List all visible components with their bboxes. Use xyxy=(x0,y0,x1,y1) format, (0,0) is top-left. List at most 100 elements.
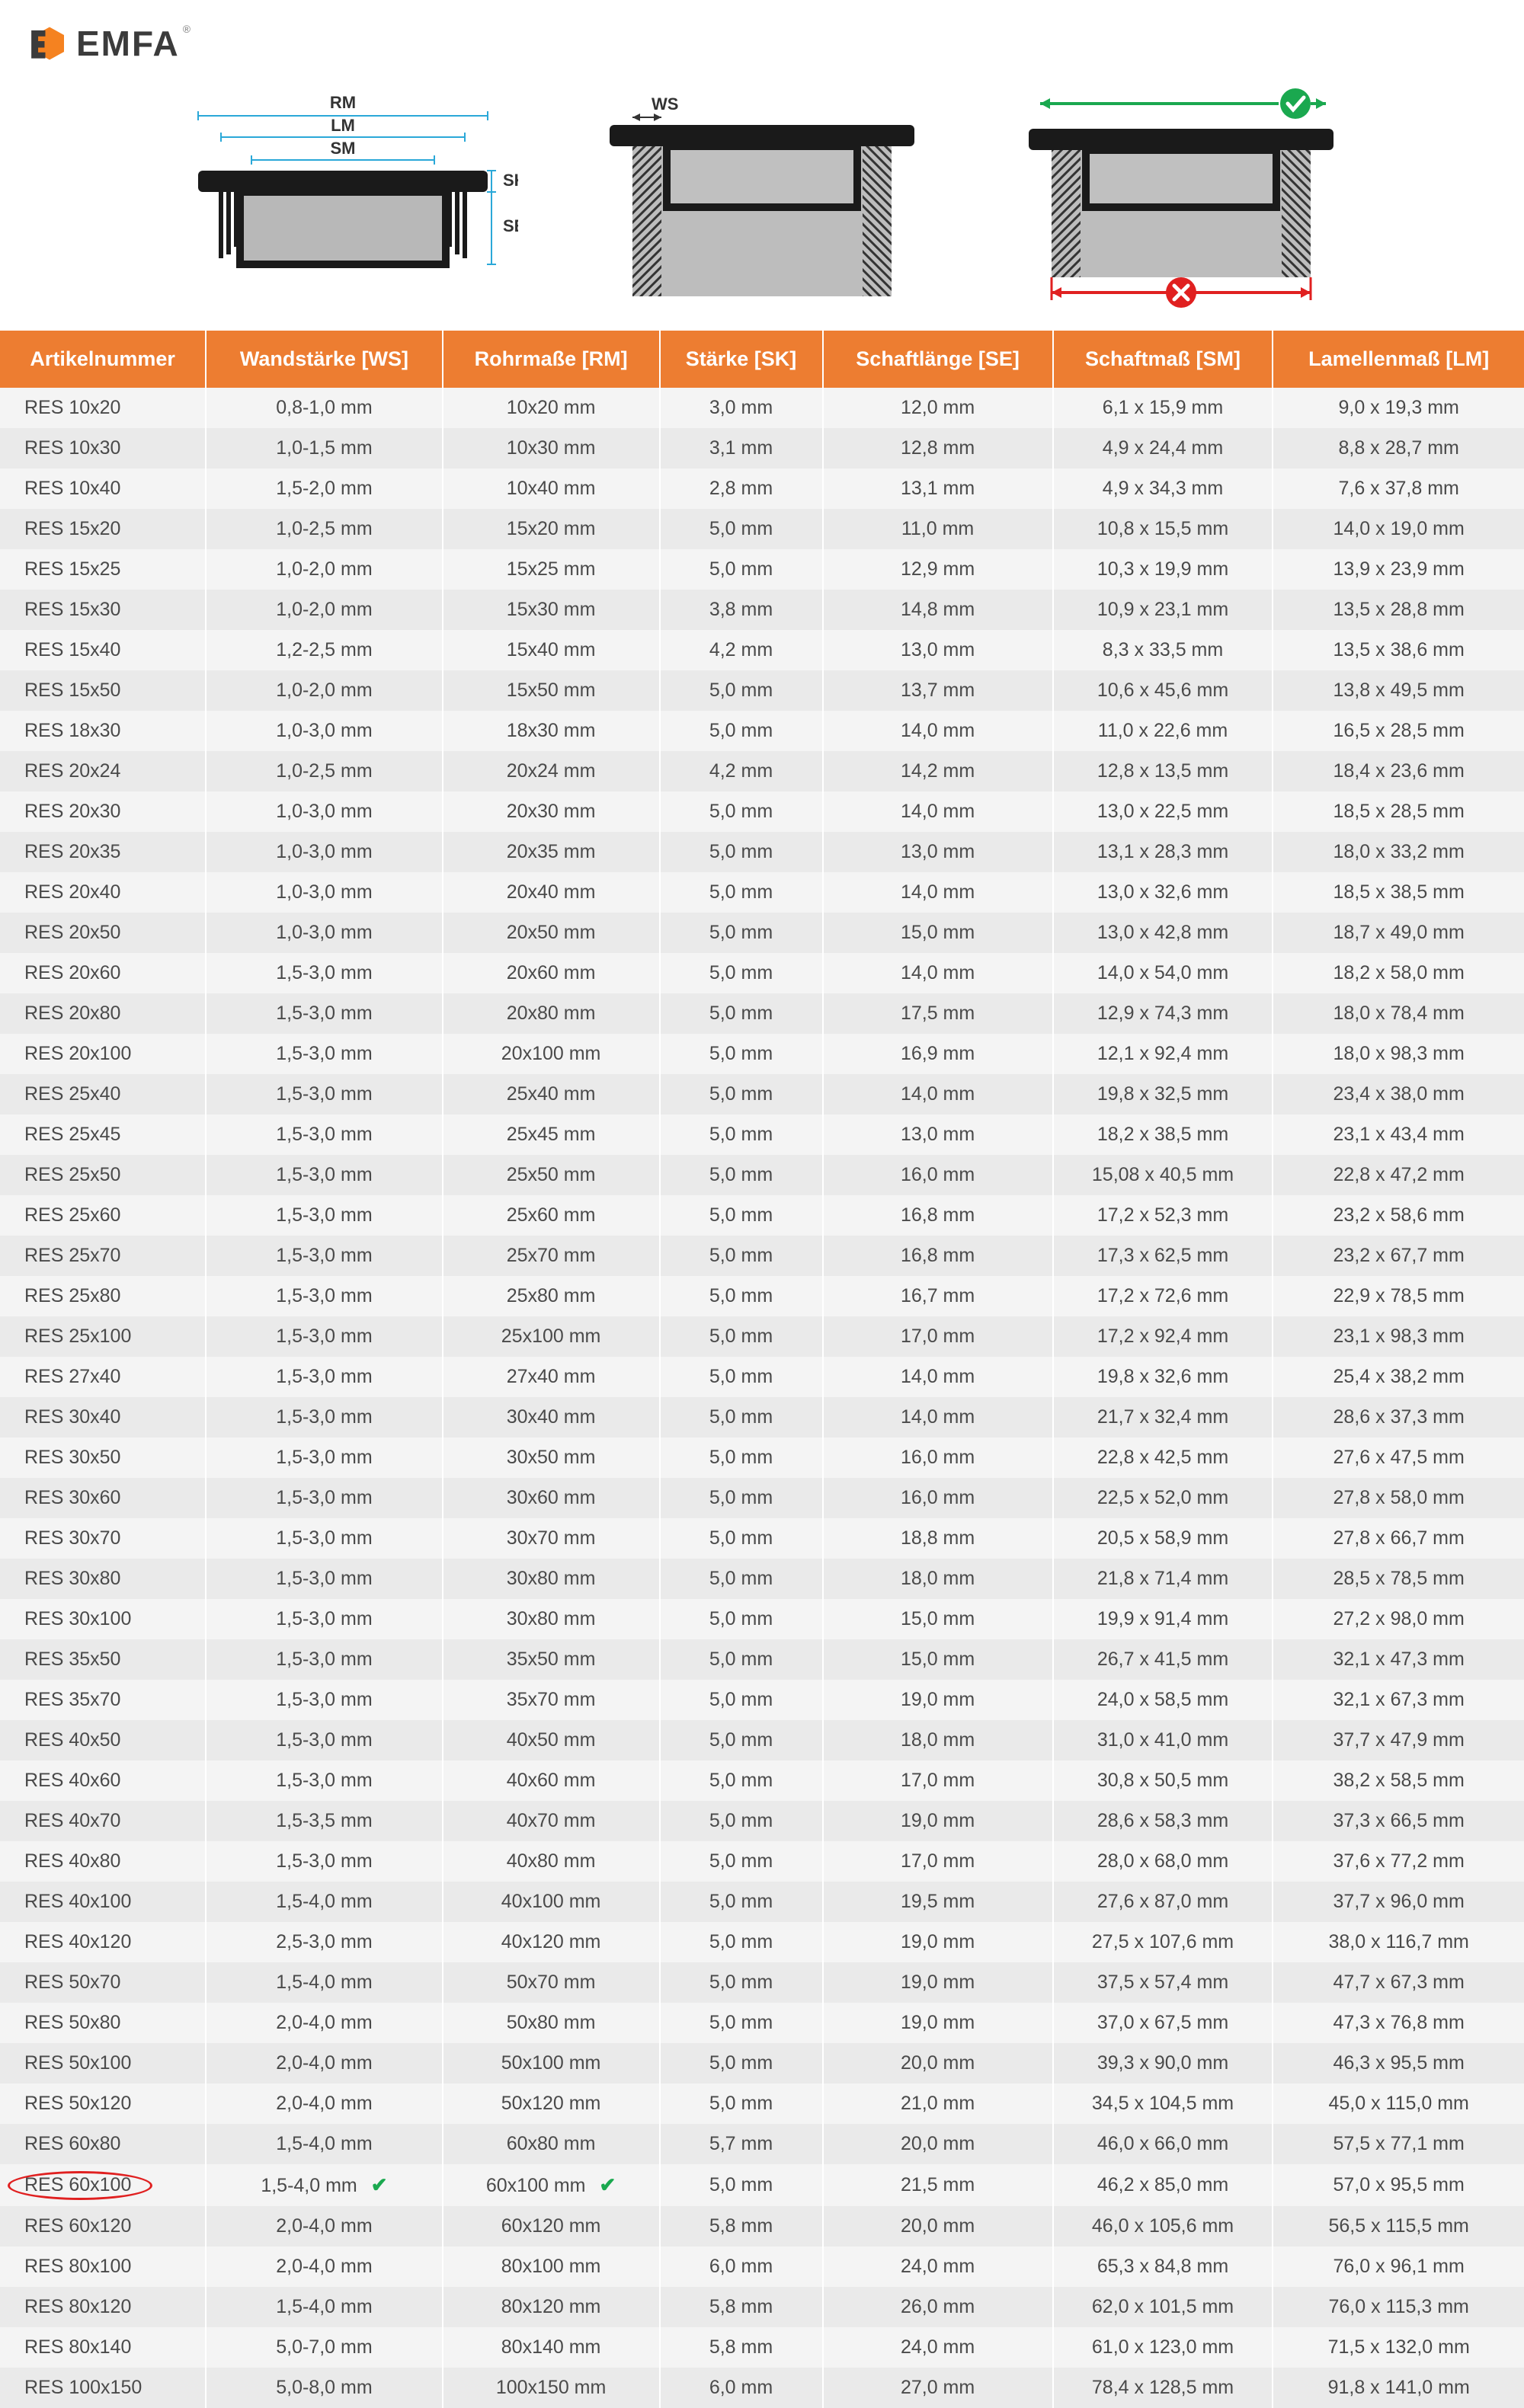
table-cell: 100x150 mm xyxy=(443,2368,660,2408)
table-cell: 28,6 x 58,3 mm xyxy=(1053,1801,1273,1841)
table-cell: 30x50 mm xyxy=(443,1437,660,1478)
table-cell: 2,0-4,0 mm xyxy=(206,2247,442,2287)
table-row: RES 20x501,0-3,0 mm20x50 mm5,0 mm15,0 mm… xyxy=(0,913,1524,953)
table-cell: RES 27x40 xyxy=(0,1357,206,1397)
table-cell: 11,0 mm xyxy=(823,509,1053,549)
column-header: Wandstärke [WS] xyxy=(206,331,442,388)
table-cell: 1,5-4,0 mm xyxy=(206,2124,442,2164)
table-cell: 2,0-4,0 mm xyxy=(206,2003,442,2043)
table-cell: RES 50x80 xyxy=(0,2003,206,2043)
table-cell: 18,0 x 33,2 mm xyxy=(1273,832,1524,872)
table-cell: 5,0 mm xyxy=(660,549,823,590)
table-cell: 23,4 x 38,0 mm xyxy=(1273,1074,1524,1114)
table-cell: 8,3 x 33,5 mm xyxy=(1053,630,1273,670)
table-row: RES 40x1001,5-4,0 mm40x100 mm5,0 mm19,5 … xyxy=(0,1882,1524,1922)
table-cell: 37,7 x 96,0 mm xyxy=(1273,1882,1524,1922)
table-cell: 21,5 mm xyxy=(823,2164,1053,2206)
table-cell: RES 30x70 xyxy=(0,1518,206,1559)
table-cell: 13,0 x 32,6 mm xyxy=(1053,872,1273,913)
table-cell: 5,0 mm xyxy=(660,1357,823,1397)
table-cell: 1,0-3,0 mm xyxy=(206,791,442,832)
table-cell: 38,0 x 116,7 mm xyxy=(1273,1922,1524,1962)
table-cell: 1,0-3,0 mm xyxy=(206,913,442,953)
table-cell: 1,0-2,0 mm xyxy=(206,549,442,590)
table-cell: 12,8 x 13,5 mm xyxy=(1053,751,1273,791)
table-cell: 5,0 mm xyxy=(660,1680,823,1720)
table-cell: 18,0 x 98,3 mm xyxy=(1273,1034,1524,1074)
table-cell: 5,0 mm xyxy=(660,1155,823,1195)
table-cell: 1,5-4,0 mm xyxy=(206,1882,442,1922)
table-row: RES 80x1201,5-4,0 mm80x120 mm5,8 mm26,0 … xyxy=(0,2287,1524,2327)
table-cell: 61,0 x 123,0 mm xyxy=(1053,2327,1273,2368)
table-row: RES 18x301,0-3,0 mm18x30 mm5,0 mm14,0 mm… xyxy=(0,711,1524,751)
table-cell: 5,0 mm xyxy=(660,670,823,711)
table-cell: 16,7 mm xyxy=(823,1276,1053,1316)
svg-text:WS: WS xyxy=(652,94,678,114)
table-cell: 9,0 x 19,3 mm xyxy=(1273,388,1524,428)
table-cell: 22,9 x 78,5 mm xyxy=(1273,1276,1524,1316)
table-cell: 17,2 x 52,3 mm xyxy=(1053,1195,1273,1236)
table-cell: RES 15x50 xyxy=(0,670,206,711)
table-cell: 1,5-3,0 mm xyxy=(206,1074,442,1114)
table-cell: 46,0 x 66,0 mm xyxy=(1053,2124,1273,2164)
table-cell: 57,0 x 95,5 mm xyxy=(1273,2164,1524,2206)
table-cell: RES 25x60 xyxy=(0,1195,206,1236)
table-cell: 10,8 x 15,5 mm xyxy=(1053,509,1273,549)
table-cell: 5,0 mm xyxy=(660,509,823,549)
table-cell: 13,5 x 38,6 mm xyxy=(1273,630,1524,670)
table-cell: 5,0 mm xyxy=(660,1195,823,1236)
table-cell: 5,0 mm xyxy=(660,1236,823,1276)
table-cell: 1,0-1,5 mm xyxy=(206,428,442,468)
table-row: RES 10x301,0-1,5 mm10x30 mm3,1 mm12,8 mm… xyxy=(0,428,1524,468)
table-cell: RES 80x140 xyxy=(0,2327,206,2368)
table-cell: RES 40x120 xyxy=(0,1922,206,1962)
table-cell: 2,0-4,0 mm xyxy=(206,2043,442,2083)
table-cell: 1,5-3,0 mm xyxy=(206,1518,442,1559)
table-cell: 5,0 mm xyxy=(660,1599,823,1639)
table-row: RES 20x301,0-3,0 mm20x30 mm5,0 mm14,0 mm… xyxy=(0,791,1524,832)
table-cell: 14,0 mm xyxy=(823,953,1053,993)
table-cell: 5,7 mm xyxy=(660,2124,823,2164)
table-cell: 4,9 x 34,3 mm xyxy=(1053,468,1273,509)
table-row: RES 30x401,5-3,0 mm30x40 mm5,0 mm14,0 mm… xyxy=(0,1397,1524,1437)
table-cell: RES 30x80 xyxy=(0,1559,206,1599)
table-cell: RES 20x100 xyxy=(0,1034,206,1074)
table-cell: 1,0-3,0 mm xyxy=(206,711,442,751)
table-cell: 35x50 mm xyxy=(443,1639,660,1680)
logo-text: EMFA® xyxy=(76,23,192,64)
table-cell: 17,0 mm xyxy=(823,1316,1053,1357)
table-cell: 20,0 mm xyxy=(823,2124,1053,2164)
table-cell: RES 35x70 xyxy=(0,1680,206,1720)
table-cell: 2,5-3,0 mm xyxy=(206,1922,442,1962)
table-cell: 28,6 x 37,3 mm xyxy=(1273,1397,1524,1437)
table-cell: 13,0 x 22,5 mm xyxy=(1053,791,1273,832)
table-cell: RES 20x24 xyxy=(0,751,206,791)
table-cell: 1,5-3,0 mm xyxy=(206,1437,442,1478)
table-cell: 5,0 mm xyxy=(660,1922,823,1962)
table-cell: RES 80x120 xyxy=(0,2287,206,2327)
table-cell: 6,1 x 15,9 mm xyxy=(1053,388,1273,428)
svg-text:RM: RM xyxy=(330,93,356,112)
table-cell: RES 15x25 xyxy=(0,549,206,590)
table-cell: 27x40 mm xyxy=(443,1357,660,1397)
table-cell: 1,5-4,0 mm xyxy=(206,1962,442,2003)
table-cell: 14,0 mm xyxy=(823,1074,1053,1114)
table-cell: 1,5-3,0 mm xyxy=(206,1195,442,1236)
table-cell: RES 15x30 xyxy=(0,590,206,630)
table-row: RES 20x801,5-3,0 mm20x80 mm5,0 mm17,5 mm… xyxy=(0,993,1524,1034)
table-cell: 19,0 mm xyxy=(823,1680,1053,1720)
table-cell: 15,08 x 40,5 mm xyxy=(1053,1155,1273,1195)
table-cell: 1,5-3,0 mm xyxy=(206,1599,442,1639)
table-cell: 37,0 x 67,5 mm xyxy=(1053,2003,1273,2043)
table-cell: 16,0 mm xyxy=(823,1437,1053,1478)
table-cell: 37,5 x 57,4 mm xyxy=(1053,1962,1273,2003)
table-row: RES 30x501,5-3,0 mm30x50 mm5,0 mm16,0 mm… xyxy=(0,1437,1524,1478)
table-cell: 5,0 mm xyxy=(660,791,823,832)
table-cell: 78,4 x 128,5 mm xyxy=(1053,2368,1273,2408)
table-cell: 46,3 x 95,5 mm xyxy=(1273,2043,1524,2083)
table-cell: 1,5-3,0 mm xyxy=(206,1720,442,1760)
column-header: Lamellenmaß [LM] xyxy=(1273,331,1524,388)
table-cell: 10x40 mm xyxy=(443,468,660,509)
table-cell: 5,0 mm xyxy=(660,1882,823,1922)
table-cell: 27,6 x 47,5 mm xyxy=(1273,1437,1524,1478)
